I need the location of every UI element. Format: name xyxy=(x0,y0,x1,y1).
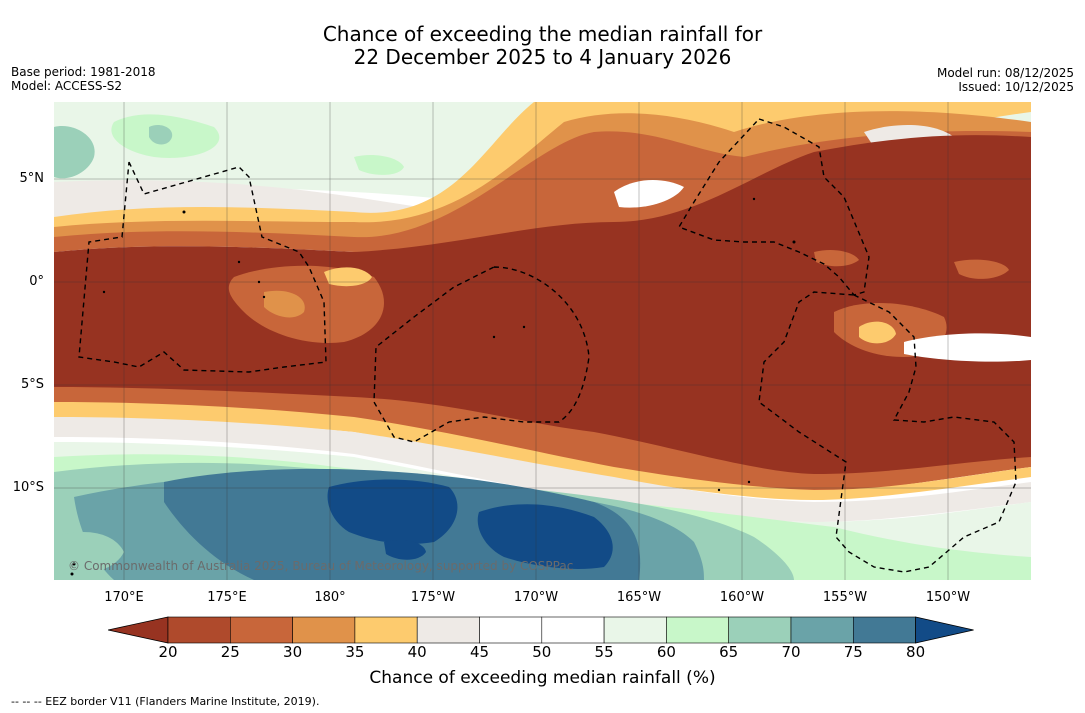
lon-tick-175w: 175°W xyxy=(410,590,456,605)
colorbar-segment xyxy=(790,616,854,644)
colorbar-segment xyxy=(603,616,667,644)
north-teal-patch-2 xyxy=(149,125,173,145)
base-period-text: Base period: 1981-2018 xyxy=(11,65,156,79)
eez-kiribati-gilbert xyxy=(78,161,327,373)
lat-tick-5s: 5°S xyxy=(20,377,44,392)
south-deepblue-region-2 xyxy=(477,504,613,569)
colorbar-segment xyxy=(354,616,418,644)
south-deepblue-region-1 xyxy=(327,479,458,544)
colorbar-tick-label: 80 xyxy=(906,643,926,661)
colorbar-tick-label: 20 xyxy=(158,643,178,661)
eez-kiribati-line-north xyxy=(677,118,870,296)
eez-kiribati-line-south xyxy=(758,291,1017,573)
colorbar-segment xyxy=(230,616,293,644)
lon-tick-155w: 155°W xyxy=(822,590,868,605)
lon-tick-170w: 170°W xyxy=(513,590,559,605)
north-teal-patch xyxy=(54,126,95,179)
eez-legend-footnote: -- -- -- EEZ border V11 (Flanders Marine… xyxy=(11,695,320,708)
south-teal-patch-west xyxy=(54,532,124,574)
north-lightbrown-band xyxy=(54,131,1031,252)
colorbar-tick-label: 30 xyxy=(283,643,303,661)
colorbar-tick-label: 25 xyxy=(220,643,240,661)
rainfall-probability-map xyxy=(54,102,1031,580)
colorbar-segment xyxy=(292,616,356,644)
colorbar-segment xyxy=(479,616,543,644)
island-markers xyxy=(70,197,796,576)
colorbar-tick-label: 75 xyxy=(843,643,863,661)
colorbar-tick-label: 50 xyxy=(532,643,552,661)
lat-tick-5n: 5°N xyxy=(19,171,45,186)
south-deepblue-region-3 xyxy=(384,540,426,560)
colorbar-segment xyxy=(416,616,480,644)
colorbar-segment xyxy=(541,616,605,644)
colorbar-tick-label: 45 xyxy=(469,643,490,661)
lon-tick-160w: 160°W xyxy=(719,590,765,605)
meta-left: Base period: 1981-2018 Model: ACCESS-S2 xyxy=(11,65,156,93)
north-green-patch-2 xyxy=(354,155,404,175)
colorbar-segment xyxy=(666,616,730,644)
core-lightorange-west xyxy=(264,290,305,318)
colorbar xyxy=(108,616,974,644)
map-title-line-2: 22 December 2025 to 4 January 2026 xyxy=(353,45,732,69)
lon-tick-150w: 150°W xyxy=(925,590,971,605)
lat-tick-10s: 10°S xyxy=(12,480,44,495)
eez-kiribati-phoenix xyxy=(373,266,590,443)
copyright-notice: © Commonwealth of Australia 2025, Bureau… xyxy=(68,559,574,573)
model-text: Model: ACCESS-S2 xyxy=(11,79,123,93)
graticule xyxy=(54,102,1031,580)
core-yellow-eddy-west xyxy=(324,267,372,287)
lon-tick-170e: 170°E xyxy=(104,590,144,605)
model-run-text: Model run: 08/12/2025 xyxy=(936,66,1074,80)
core-yellow-eddy-east xyxy=(859,321,896,344)
colorbar-segment xyxy=(728,616,792,644)
south-yellow-band xyxy=(54,402,1031,500)
east-orange-patch-2 xyxy=(814,249,859,267)
issued-text: Issued: 10/12/2025 xyxy=(958,80,1074,94)
lat-tick-0: 0° xyxy=(29,274,44,289)
colorbar-tick-label: 40 xyxy=(407,643,427,661)
eez-borders xyxy=(78,118,1017,573)
colorbar-tick-label: 35 xyxy=(345,643,365,661)
lon-tick-165w: 165°W xyxy=(616,590,662,605)
colorbar-segment xyxy=(852,616,916,644)
colorbar-extend-low xyxy=(108,616,169,644)
colorbar-tick-label: 65 xyxy=(719,643,739,661)
colorbar-label: Chance of exceeding median rainfall (%) xyxy=(369,668,716,688)
east-orange-patch xyxy=(954,259,1009,279)
lon-tick-180: 180° xyxy=(314,590,346,605)
map-title-line-1: Chance of exceeding the median rainfall … xyxy=(322,22,763,46)
east-light-band xyxy=(904,333,1031,362)
colorbar-tick-label: 55 xyxy=(594,643,614,661)
meta-right: Model run: 08/12/2025 Issued: 10/12/2025 xyxy=(937,66,1074,94)
south-grey-band xyxy=(54,417,1031,522)
colorbar-tick-label: 70 xyxy=(781,643,801,661)
colorbar-segments xyxy=(108,616,974,644)
colorbar-extend-high xyxy=(915,616,974,644)
lon-tick-175e: 175°E xyxy=(207,590,247,605)
colorbar-segment xyxy=(167,616,231,644)
north-white-gap xyxy=(614,180,684,208)
colorbar-tick-label: 60 xyxy=(656,643,676,661)
